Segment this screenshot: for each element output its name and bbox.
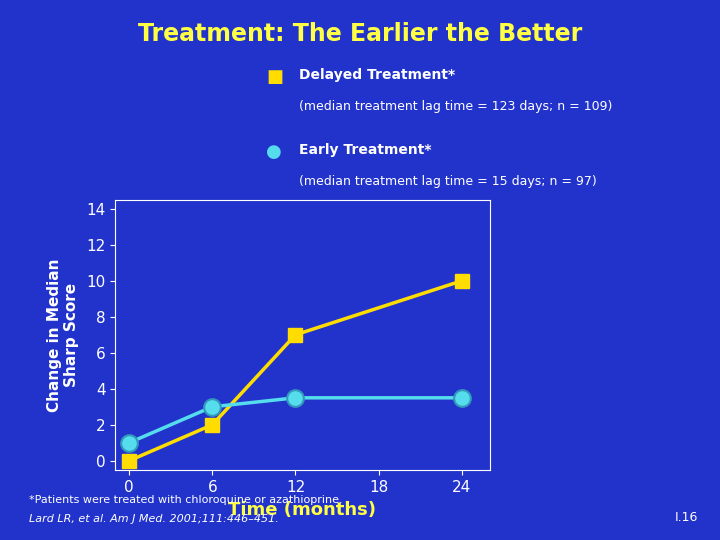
X-axis label: Time (months): Time (months) — [228, 502, 377, 519]
Text: I.16: I.16 — [675, 511, 698, 524]
Text: (median treatment lag time = 123 days; n = 109): (median treatment lag time = 123 days; n… — [299, 100, 612, 113]
Text: Lard LR, et al. Am J Med. 2001;111:446–451.: Lard LR, et al. Am J Med. 2001;111:446–4… — [29, 514, 279, 524]
Text: ●: ● — [266, 143, 282, 161]
Text: Early Treatment*: Early Treatment* — [299, 143, 431, 157]
Text: *Patients were treated with chloroquine or azathioprine.: *Patients were treated with chloroquine … — [29, 495, 343, 505]
Y-axis label: Change in Median
Sharp Score: Change in Median Sharp Score — [47, 258, 79, 411]
Text: Treatment: The Earlier the Better: Treatment: The Earlier the Better — [138, 22, 582, 45]
Text: ■: ■ — [266, 68, 284, 85]
Text: Delayed Treatment*: Delayed Treatment* — [299, 68, 455, 82]
Text: (median treatment lag time = 15 days; n = 97): (median treatment lag time = 15 days; n … — [299, 176, 597, 188]
